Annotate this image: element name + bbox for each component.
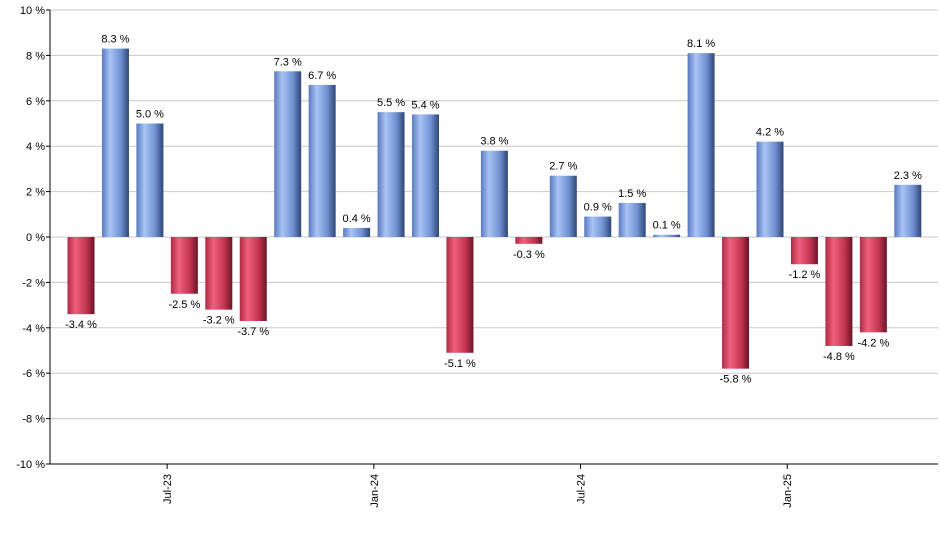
bar-value-label: -5.8 % [720,374,752,386]
x-tick-label: Jul-23 [162,474,174,504]
y-tick-label: 8 % [26,50,45,62]
bar [756,141,784,237]
bar-value-label: -3.4 % [65,319,97,331]
bar [894,184,922,237]
bar-value-label: 7.3 % [274,56,302,68]
bar [101,48,129,238]
bar-value-label: -0.3 % [513,249,545,261]
bar [377,112,405,237]
bar-value-label: 0.9 % [584,202,612,214]
bar-value-label: 5.4 % [411,99,439,111]
bar [618,202,646,237]
y-tick-label: 6 % [26,96,45,108]
bar [412,114,439,237]
bar-value-label: -5.1 % [444,358,476,370]
bar [136,123,164,237]
y-tick-label: -8 % [22,414,45,426]
y-tick-label: 10 % [20,5,45,17]
bar [687,53,715,237]
bar [170,237,198,294]
labels: 10 % 8 % 6 % 4 % 2 % 0 % -2 % -4 % -6 % -8 % -10 %… [16,5,922,508]
y-tick-label: 0 % [26,232,45,244]
bar [205,237,233,310]
bar-value-label: 3.8 % [480,136,508,148]
bar-value-label: -4.8 % [823,351,855,363]
y-tick-label: -10 % [16,459,45,471]
bar-value-label: -3.2 % [203,315,235,327]
bar-value-label: -2.5 % [168,299,200,311]
axes [46,9,938,469]
bar-value-label: 8.1 % [687,38,715,50]
bar [274,71,302,237]
bar [308,84,336,237]
bar-value-label: -1.2 % [789,269,821,281]
bar-value-label: -4.2 % [857,337,889,349]
bar-value-label: 2.7 % [549,161,577,173]
bar [859,237,887,333]
x-tick-label: Jul-24 [576,474,588,504]
bar-value-label: 8.3 % [101,34,129,46]
bar [790,237,818,265]
bar [343,227,371,237]
bar [239,237,267,321]
bar-value-label: 0.4 % [343,213,371,225]
bar [584,216,612,237]
bar-value-label: 0.1 % [653,220,681,232]
bar [653,234,681,237]
y-tick-label: -4 % [22,323,45,335]
bar [67,237,95,315]
bar-value-label: 2.3 % [894,170,922,182]
bar-value-label: 6.7 % [308,70,336,82]
y-tick-label: 4 % [26,141,45,153]
bar [549,175,577,237]
bar [722,237,750,369]
bar [446,237,474,353]
x-tick-label: Jan-24 [369,474,381,508]
y-tick-label: -6 % [22,368,45,380]
bar-value-label: -3.7 % [237,326,269,338]
y-tick-label: -2 % [22,277,45,289]
bar-value-label: 5.0 % [136,109,164,121]
bar [515,237,543,244]
bar-value-label: 4.2 % [756,127,784,139]
bar-value-label: 5.5 % [377,97,405,109]
bar [825,237,853,346]
x-tick-label: Jan-25 [782,474,794,508]
bar [480,150,508,237]
y-tick-label: 2 % [26,187,45,199]
bars [67,48,922,369]
bar-value-label: 1.5 % [618,188,646,200]
